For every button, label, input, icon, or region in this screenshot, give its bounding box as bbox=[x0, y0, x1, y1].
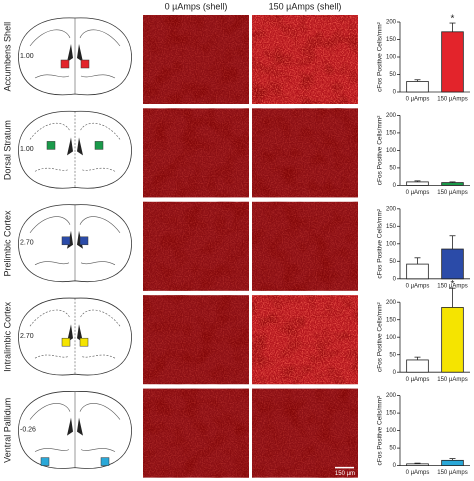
site-marker bbox=[80, 59, 90, 69]
micrograph-texture bbox=[252, 295, 358, 385]
ventricle bbox=[67, 44, 83, 62]
micrograph-texture bbox=[143, 108, 249, 198]
brain-detail bbox=[29, 391, 121, 468]
bar bbox=[441, 307, 464, 373]
bar bbox=[406, 463, 429, 467]
y-tick-label: 100 bbox=[386, 148, 397, 154]
column-header: 0 µAmps (shell) bbox=[165, 1, 228, 11]
brain-detail bbox=[29, 111, 121, 188]
bar bbox=[441, 182, 464, 186]
micrograph-texture bbox=[143, 15, 249, 104]
y-axis-label: cFos Positive Cells/mm² bbox=[377, 395, 384, 466]
micrograph-texture bbox=[252, 15, 358, 104]
region-label: Ventral Pallidum bbox=[2, 398, 12, 463]
significance-marker: * bbox=[451, 279, 455, 290]
site-marker bbox=[79, 236, 89, 246]
site-marker bbox=[79, 337, 89, 347]
bar bbox=[406, 81, 429, 93]
y-tick-label: 0 bbox=[393, 276, 397, 282]
y-tick-label: 150 bbox=[386, 37, 397, 43]
x-tick-label: 0 µAmps bbox=[406, 470, 430, 476]
x-tick-label: 0 µAmps bbox=[406, 377, 430, 383]
brain-detail bbox=[29, 18, 121, 94]
x-tick-label: 0 µAmps bbox=[406, 190, 430, 196]
y-tick-label: 0 bbox=[393, 183, 397, 189]
site-marker bbox=[100, 457, 110, 466]
region-label: Dorsal Stratum bbox=[2, 120, 12, 180]
bar bbox=[406, 263, 429, 280]
y-tick-label: 50 bbox=[389, 259, 396, 265]
x-tick-label: 0 µAmps bbox=[406, 97, 430, 103]
x-tick-label: 0 µAmps bbox=[406, 283, 430, 289]
y-tick-label: 50 bbox=[389, 165, 396, 171]
micrograph-texture bbox=[143, 388, 249, 478]
site-marker bbox=[94, 141, 104, 150]
bar bbox=[406, 359, 429, 373]
x-tick-label: 150 µAmps bbox=[437, 190, 467, 196]
site-marker bbox=[61, 236, 71, 246]
y-axis-label: cFos Positive Cells/mm² bbox=[377, 208, 384, 279]
column-header: 150 µAmps (shell) bbox=[269, 1, 342, 11]
y-tick-label: 100 bbox=[386, 428, 397, 434]
y-tick-label: 150 bbox=[386, 317, 397, 323]
y-tick-label: 200 bbox=[386, 300, 397, 306]
micrograph-texture bbox=[252, 108, 358, 198]
y-tick-label: 100 bbox=[386, 335, 397, 341]
bar bbox=[441, 459, 464, 467]
micrograph-texture bbox=[252, 201, 358, 291]
y-tick-label: 100 bbox=[386, 241, 397, 247]
y-tick-label: 200 bbox=[386, 206, 397, 212]
bar bbox=[406, 181, 429, 186]
brain-outline bbox=[18, 110, 132, 189]
micrograph-texture bbox=[252, 388, 358, 478]
y-tick-label: 150 bbox=[386, 411, 397, 417]
ventricle bbox=[67, 324, 83, 343]
ventricle bbox=[67, 417, 83, 436]
y-tick-label: 0 bbox=[393, 90, 397, 96]
x-tick-label: 150 µAmps bbox=[437, 377, 467, 383]
coordinate-label: 1.00 bbox=[20, 53, 34, 60]
region-label: Intralimbic Cortex bbox=[2, 301, 12, 372]
bar bbox=[441, 31, 464, 93]
region-label: Prelimbic Cortex bbox=[2, 210, 12, 277]
significance-marker: * bbox=[451, 14, 455, 25]
y-tick-label: 100 bbox=[386, 55, 397, 61]
site-marker bbox=[46, 141, 56, 150]
coordinate-label: 1.00 bbox=[20, 146, 34, 153]
y-tick-label: 0 bbox=[393, 370, 397, 376]
brain-detail bbox=[29, 204, 121, 281]
region-label: Accumbens Shell bbox=[2, 22, 12, 92]
y-tick-label: 200 bbox=[386, 393, 397, 399]
y-tick-label: 150 bbox=[386, 130, 397, 136]
y-tick-label: 50 bbox=[389, 446, 396, 452]
site-marker bbox=[40, 457, 50, 466]
micrograph-texture bbox=[143, 295, 249, 385]
site-marker bbox=[60, 59, 70, 69]
x-tick-label: 150 µAmps bbox=[437, 470, 467, 476]
brain-detail bbox=[29, 298, 121, 375]
coordinate-label: 2.70 bbox=[20, 333, 34, 340]
y-tick-label: 50 bbox=[389, 352, 396, 358]
scale-bar-label: 150 µm bbox=[335, 471, 355, 477]
y-axis-label: cFos Positive Cells/mm² bbox=[377, 302, 384, 373]
y-tick-label: 0 bbox=[393, 463, 397, 469]
ventricle bbox=[67, 137, 83, 156]
x-tick-label: 150 µAmps bbox=[437, 283, 467, 289]
bar bbox=[441, 248, 464, 280]
y-tick-label: 200 bbox=[386, 113, 397, 119]
x-tick-label: 150 µAmps bbox=[437, 97, 467, 103]
coordinate-label: 2.70 bbox=[20, 240, 34, 247]
ventricle bbox=[67, 230, 83, 249]
brain-outline bbox=[18, 297, 132, 376]
coordinate-label: -0.26 bbox=[20, 426, 36, 433]
y-tick-label: 50 bbox=[389, 72, 396, 78]
site-marker bbox=[61, 337, 71, 347]
y-axis-label: cFos Positive Cells/mm² bbox=[377, 115, 384, 186]
y-tick-label: 150 bbox=[386, 224, 397, 230]
y-tick-label: 200 bbox=[386, 20, 397, 26]
micrograph-texture bbox=[143, 201, 249, 291]
y-axis-label: cFos Positive Cells/mm² bbox=[377, 21, 384, 92]
